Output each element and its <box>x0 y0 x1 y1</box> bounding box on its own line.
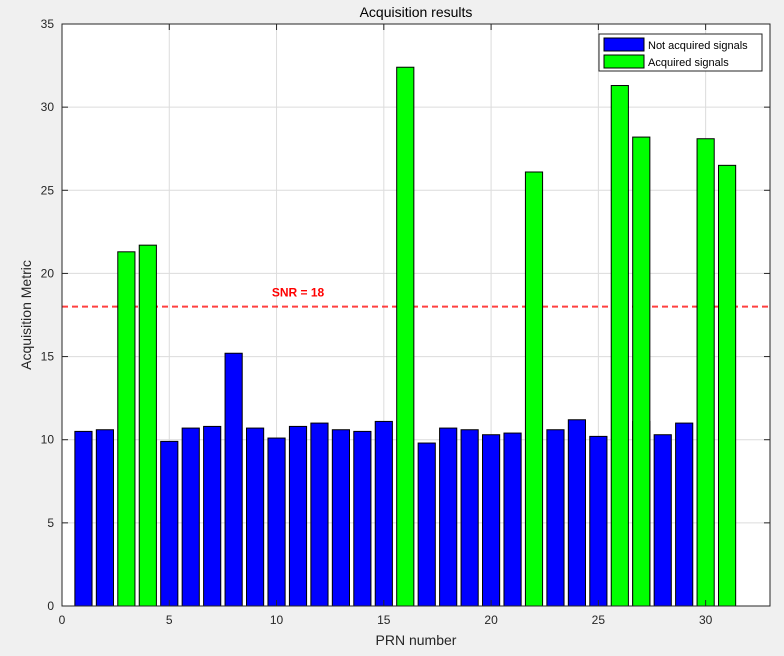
y-tick-label: 10 <box>41 433 55 447</box>
not-acquired-bar-prn-17 <box>417 442 436 607</box>
x-tick-label: 25 <box>592 613 606 627</box>
not-acquired-bar-prn-2 <box>95 429 114 607</box>
not-acquired-bar-prn-13 <box>331 429 350 607</box>
ticks: 0 5 10 15 20 25 30 0 5 10 15 20 25 30 35 <box>41 17 770 627</box>
acquired-bar-prn-27 <box>632 136 651 607</box>
y-axis-title: Acquisition Metric <box>18 260 34 370</box>
y-tick-label: 5 <box>47 516 54 530</box>
x-tick-label: 15 <box>377 613 391 627</box>
threshold-label: SNR = 18 <box>272 286 325 300</box>
plot-area <box>62 24 770 606</box>
not-acquired-bar-prn-15 <box>374 420 393 607</box>
not-acquired-bar-prn-1 <box>74 430 93 607</box>
not-acquired-bar-prn-19 <box>460 429 479 607</box>
acquired-bar-prn-22 <box>524 171 544 607</box>
not-acquired-bar-prn-28 <box>653 434 672 607</box>
not-acquired-bar-prn-23 <box>546 429 565 607</box>
x-tick-label: 0 <box>59 613 66 627</box>
y-tick-label: 20 <box>41 266 55 280</box>
not-acquired-bar-prn-21 <box>503 432 522 607</box>
x-tick-label: 5 <box>166 613 173 627</box>
not-acquired-bar-prn-6 <box>181 427 200 607</box>
not-acquired-bar-prn-29 <box>675 422 694 607</box>
not-acquired-bar-prn-18 <box>439 427 458 607</box>
x-tick-label: 10 <box>270 613 284 627</box>
y-tick-label: 15 <box>41 350 55 364</box>
chart-title: Acquisition results <box>360 4 473 20</box>
not-acquired-bar-prn-5 <box>160 440 179 607</box>
not-acquired-bar-prn-14 <box>353 430 372 607</box>
not-acquired-bar-prn-9 <box>246 427 265 607</box>
not-acquired-bar-prn-24 <box>567 419 586 607</box>
legend[interactable]: Not acquired signals Acquired signals <box>598 33 763 72</box>
legend-label-not-acquired: Not acquired signals <box>648 40 748 52</box>
acquired-bar-prn-30 <box>696 138 715 607</box>
y-tick-label: 25 <box>41 183 55 197</box>
legend-label-acquired: Acquired signals <box>648 57 729 69</box>
acquired-bar-prn-16 <box>396 66 415 607</box>
not-acquired-bar-prn-10 <box>267 437 286 607</box>
not-acquired-bar-prn-7 <box>203 425 222 607</box>
legend-swatch-acquired <box>603 54 645 69</box>
axes-frame <box>61 23 771 607</box>
acquired-bar-prn-4 <box>138 244 157 607</box>
x-tick-label: 30 <box>699 613 713 627</box>
acquired-bar-prn-26 <box>610 85 629 607</box>
y-tick-label: 35 <box>41 17 55 31</box>
not-acquired-bar-prn-12 <box>310 422 329 607</box>
legend-swatch-not-acquired <box>603 37 645 52</box>
x-tick-label: 20 <box>484 613 498 627</box>
not-acquired-bar-prn-20 <box>482 434 501 607</box>
not-acquired-bar-prn-11 <box>288 425 308 607</box>
acquired-bar-prn-3 <box>117 251 136 607</box>
bars <box>74 66 737 607</box>
x-axis-title: PRN number <box>376 632 457 648</box>
not-acquired-bar-prn-8 <box>224 352 243 607</box>
y-tick-label: 30 <box>41 100 55 114</box>
y-tick-label: 0 <box>47 599 54 613</box>
not-acquired-bar-prn-25 <box>589 435 608 607</box>
acquired-bar-prn-31 <box>718 164 737 607</box>
